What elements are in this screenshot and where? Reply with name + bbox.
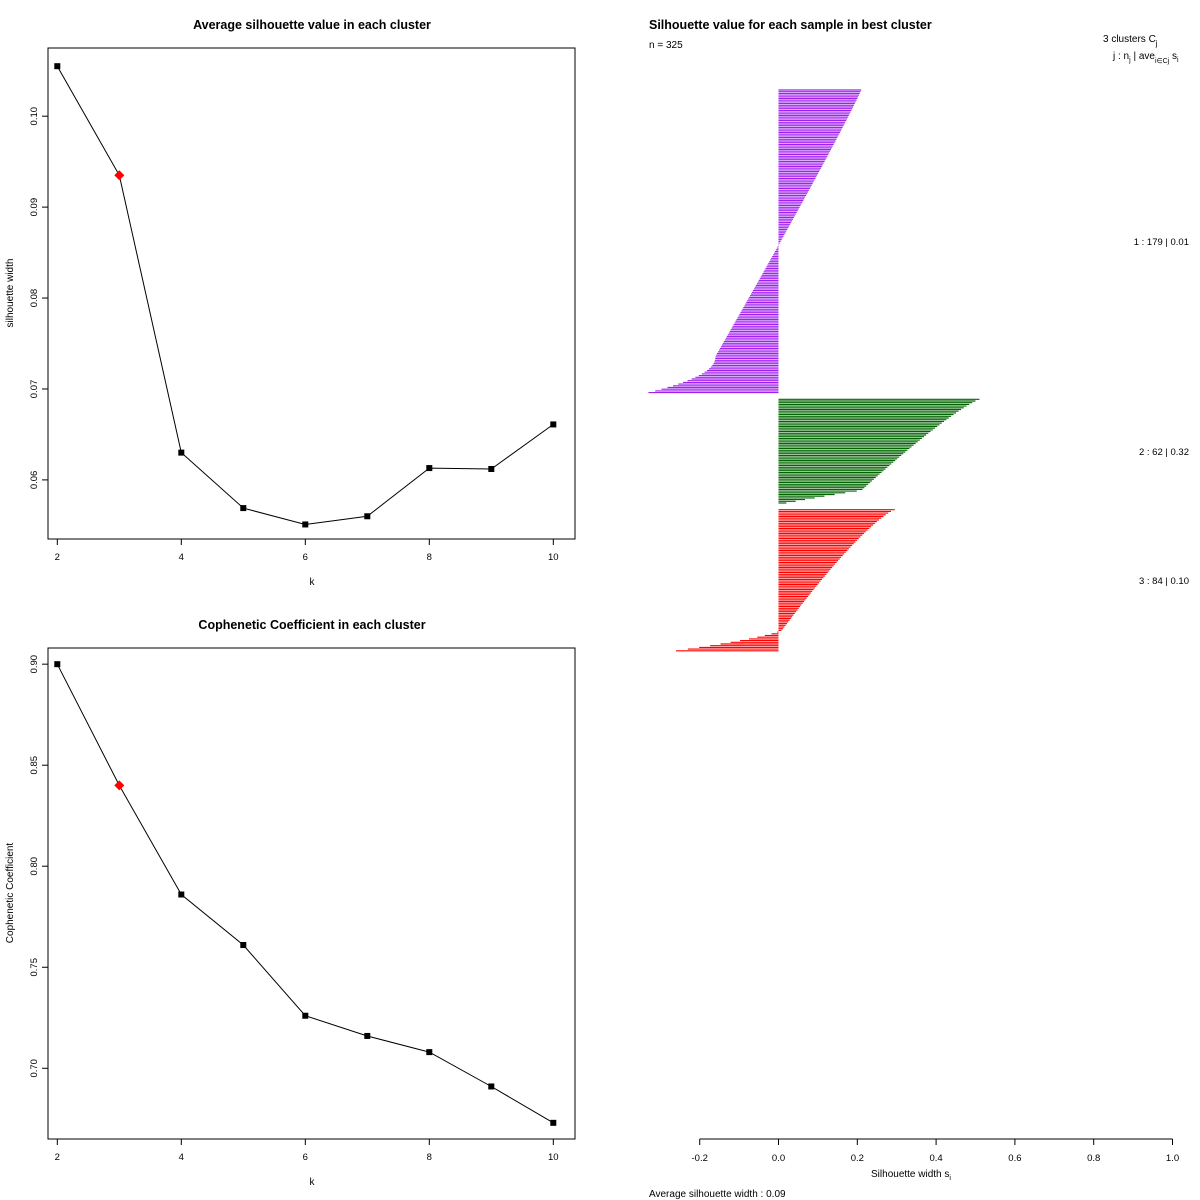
avg-silhouette-xtick-label: 8 [427, 552, 432, 563]
cophenetic-data-point [364, 1032, 371, 1039]
silhouette-cluster-header: 3 clusters Cj [1103, 34, 1158, 48]
silhouette-xlabel: Silhouette width si [871, 1169, 951, 1182]
avg-silhouette-data-point [240, 505, 247, 512]
cophenetic-ytick-label: 0.70 [29, 1059, 40, 1078]
silhouette-xtick-label: 0.8 [1087, 1153, 1100, 1164]
cophenetic-data-point [302, 1012, 309, 1019]
silhouette-xtick-label: -0.2 [692, 1153, 708, 1164]
silhouette-xtick-label: 0.2 [851, 1153, 864, 1164]
avg-silhouette-ytick-label: 0.07 [29, 380, 40, 399]
cophenetic-title: Cophenetic Coefficient in each cluster [198, 618, 425, 632]
avg-silhouette-data-point [364, 513, 371, 520]
avg-silhouette-xlabel: k [310, 577, 316, 588]
avg-silhouette-title: Average silhouette value in each cluster [193, 18, 431, 32]
avg-silhouette-data-point [550, 421, 557, 428]
cophenetic-xtick-label: 4 [179, 1152, 184, 1163]
avg-silhouette-data-point [54, 63, 61, 70]
cophenetic-ytick-label: 0.80 [29, 857, 40, 876]
cophenetic-panel: Cophenetic Coefficient in each cluster k… [5, 618, 576, 1188]
silhouette-title: Silhouette value for each sample in best… [649, 18, 932, 32]
cophenetic-data-point [54, 661, 61, 668]
cophenetic-plot-frame [47, 647, 576, 1140]
cophenetic-ytick-label: 0.75 [29, 958, 40, 977]
avg-silhouette-xtick-label: 10 [548, 552, 559, 563]
cophenetic-xtick-label: 8 [427, 1152, 432, 1163]
avg-silhouette-data-point [178, 449, 185, 456]
silhouette-panel: Silhouette value for each sample in best… [648, 18, 1189, 1200]
silhouette-cluster-3-summary: 3 : 84 | 0.10 [1139, 576, 1189, 587]
cophenetic-ylabel: Cophenetic Coefficient [5, 843, 16, 944]
avg-silhouette-ylabel: silhouette width [5, 259, 16, 328]
cophenetic-data-point [550, 1119, 557, 1126]
cophenetic-data-point [240, 942, 247, 949]
cophenetic-ytick-label: 0.85 [29, 756, 40, 775]
avg-silhouette-xtick-label: 2 [55, 552, 60, 563]
avg-silhouette-series-line [56, 65, 554, 526]
cophenetic-marks: 2 4 6 8 10 0.70 0.75 0.80 0.85 0.90 [29, 655, 559, 1163]
avg-silhouette-data-point [426, 465, 433, 472]
cophenetic-data-point [178, 891, 185, 898]
silhouette-xtick-label: 0.4 [929, 1153, 942, 1164]
avg-silhouette-xtick-label: 4 [179, 552, 184, 563]
cophenetic-xtick-label: 6 [303, 1152, 308, 1163]
cophenetic-ytick-label: 0.90 [29, 655, 40, 674]
cophenetic-data-point [488, 1083, 495, 1090]
avg-silhouette-data-point [302, 521, 309, 528]
avg-silhouette-plot-frame [47, 47, 576, 540]
avg-silhouette-xtick-label: 6 [303, 552, 308, 563]
avg-silhouette-ytick-label: 0.08 [29, 289, 40, 308]
avg-silhouette-marks: 2 4 6 8 10 0.06 0.07 0.08 0.09 0.10 [29, 63, 559, 563]
silhouette-column-header: j : nj | avei∈Cj si [1112, 51, 1179, 65]
avg-silhouette-best-k-point [114, 170, 125, 181]
avg-silhouette-ytick-label: 0.09 [29, 198, 40, 217]
cophenetic-data-point [426, 1049, 433, 1056]
silhouette-xtick-label: 0.6 [1008, 1153, 1021, 1164]
avg-silhouette-panel: Average silhouette value in each cluster… [5, 18, 576, 588]
avg-silhouette-data-point [488, 465, 495, 472]
silhouette-average-footer: Average silhouette width : 0.09 [649, 1189, 786, 1200]
cophenetic-xlabel: k [310, 1177, 316, 1188]
avg-silhouette-ytick-label: 0.06 [29, 471, 40, 490]
silhouette-xtick-label: 0.0 [772, 1153, 785, 1164]
silhouette-cluster-2-summary: 2 : 62 | 0.32 [1139, 447, 1189, 458]
cophenetic-best-k-point [114, 780, 125, 791]
silhouette-bars: -0.2 0.0 0.2 0.4 0.6 0.8 1.0 1 : 179 | 0.01 2 : … [648, 89, 1189, 1164]
silhouette-cluster-1-summary: 1 : 179 | 0.01 [1134, 237, 1189, 248]
silhouette-xtick-label: 1.0 [1166, 1153, 1179, 1164]
cophenetic-xtick-label: 2 [55, 1152, 60, 1163]
cophenetic-series-line [56, 663, 554, 1124]
avg-silhouette-ytick-label: 0.10 [29, 107, 40, 126]
cophenetic-xtick-label: 10 [548, 1152, 559, 1163]
silhouette-n-label: n = 325 [649, 40, 683, 51]
